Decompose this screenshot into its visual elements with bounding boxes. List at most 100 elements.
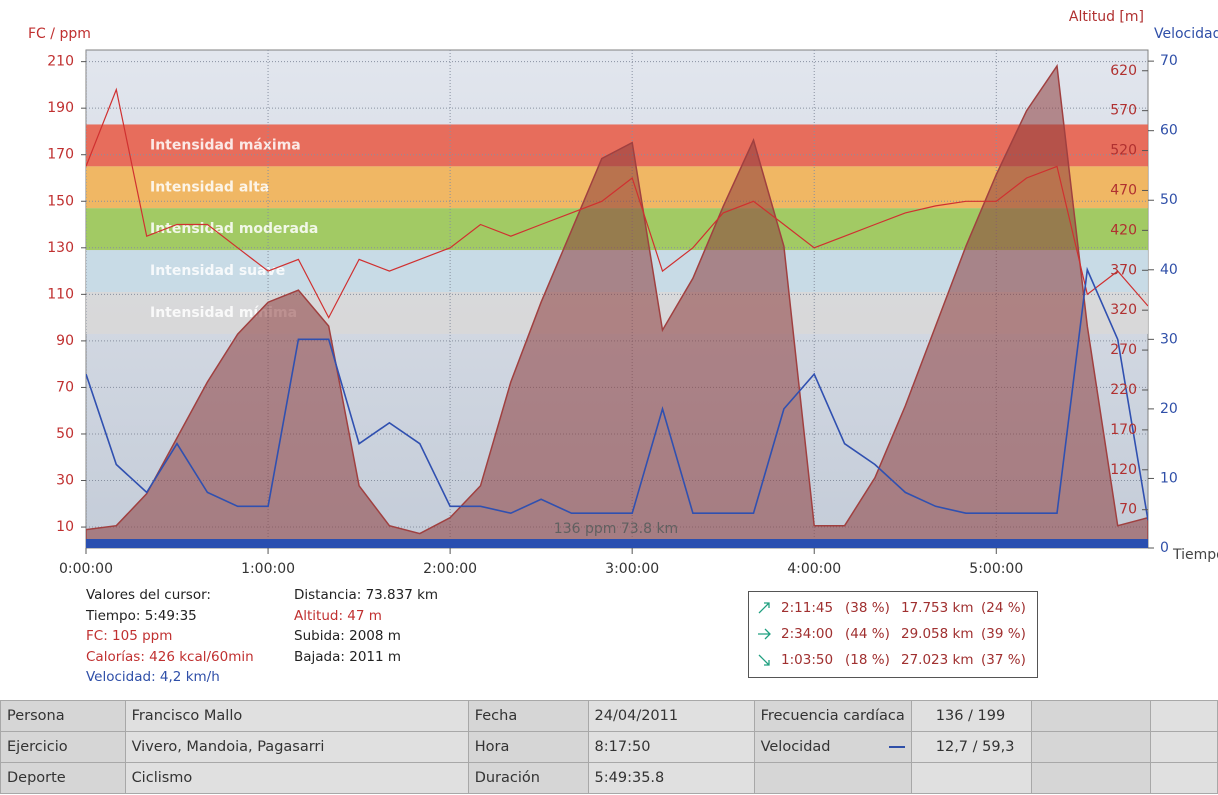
summary-value: 27.023 km — [901, 652, 974, 668]
cursor-value: Tiempo: 5:49:35 — [86, 607, 197, 624]
table-cell — [1150, 762, 1218, 794]
y-axis-label: FC / ppm — [28, 26, 91, 42]
cursor-title: Valores del cursor: — [86, 587, 211, 603]
table-value: Vivero, Mandoia, Pagasarri — [124, 731, 469, 763]
table-row: Persona Francisco Mallo Fecha 24/04/2011 Fre… — [0, 700, 1218, 732]
table-value: 24/04/2011 — [587, 700, 755, 732]
x-axis-label: Tiempo — [1172, 547, 1218, 563]
y2-tick-label: 270 — [1110, 342, 1137, 358]
summary-value: (39 %) — [981, 626, 1026, 642]
trend-arrow — [758, 628, 771, 640]
table-label: Ejercicio — [0, 731, 126, 763]
x-tick-label: 2:00:00 — [423, 561, 477, 577]
table-cell — [1150, 700, 1218, 732]
legend-swatch — [888, 746, 905, 748]
table-row: Deporte Ciclismo Duración 5:49:35.8 — [0, 762, 1218, 794]
y-tick-label: 210 — [47, 54, 74, 70]
zone-label: Intensidad suave — [150, 263, 285, 279]
table-value: 12,7 / 59,3 — [910, 731, 1033, 763]
y2-tick-label: 220 — [1110, 382, 1137, 398]
y2-axis-label: Altitud [m] — [1069, 9, 1144, 25]
summary-value: (37 %) — [981, 652, 1026, 668]
cursor-panel: Valores del cursor: Tiempo: 5:49:35 FC: … — [86, 585, 254, 688]
y-tick-label: 70 — [56, 379, 74, 395]
trend-arrow — [758, 602, 770, 614]
table-cell — [753, 762, 912, 794]
y2-tick-label: 520 — [1110, 143, 1137, 159]
table-value: 5:49:35.8 — [587, 762, 755, 794]
x-tick-label: 5:00:00 — [969, 561, 1023, 577]
chart: Intensidad máxima Intensidad alta Intensid… — [28, 9, 1218, 577]
table-row: Ejercicio Vivero, Mandoia, Pagasarri Hora 8… — [0, 731, 1218, 763]
table-label: Velocidad — [753, 731, 912, 763]
table-label: Hora — [467, 731, 589, 763]
cursor-value: Bajada: 2011 m — [294, 648, 402, 665]
y2-tick-label: 470 — [1110, 182, 1137, 198]
table-label: Deporte — [0, 762, 126, 794]
table-cell — [1150, 731, 1218, 763]
y2-tick-label: 370 — [1110, 262, 1137, 278]
y-tick-label: 90 — [56, 333, 74, 349]
table-value: 136 / 199 — [910, 700, 1033, 732]
cursor-value: Distancia: 73.837 km — [294, 587, 439, 603]
trend-icon — [758, 602, 770, 614]
summary-value: 29.058 km — [901, 626, 974, 642]
y2-tick-label: 570 — [1110, 103, 1137, 119]
y3-tick-label: 60 — [1160, 123, 1178, 139]
table-cell — [1031, 731, 1152, 763]
table-label: Fecha — [467, 700, 589, 732]
x-tick-label: 0:00:00 — [59, 561, 113, 577]
summary-box: 2:11:45 (38 %) 17.753 km (24 %) 2:34:00 (44 %… — [748, 591, 1038, 678]
trend-icon — [758, 628, 771, 640]
cursor-value: Calorías: 426 kcal/60min — [86, 648, 254, 665]
y2-tick-label: 620 — [1110, 63, 1137, 79]
trend-icon — [758, 654, 770, 666]
y2-tick-label: 120 — [1110, 462, 1137, 478]
heart-rate-line — [86, 87, 1148, 319]
y-tick-label: 50 — [56, 426, 74, 442]
y3-tick-label: 70 — [1160, 53, 1178, 69]
y-tick-label: 170 — [47, 147, 74, 163]
y3-tick-label: 30 — [1160, 331, 1178, 347]
x-tick-label: 4:00:00 — [787, 561, 841, 577]
y-tick-label: 150 — [47, 193, 74, 209]
summary-value: (18 %) — [845, 652, 890, 668]
zone-label: Intensidad moderada — [150, 221, 318, 237]
summary-value: 2:11:45 — [781, 600, 834, 616]
trend-arrow — [758, 654, 770, 666]
summary-value: 17.753 km — [901, 600, 974, 616]
altitude-area — [86, 63, 1148, 548]
table-label: Frecuencia cardíaca — [753, 700, 912, 732]
time-bar — [86, 539, 1148, 548]
table-value: 8:17:50 — [587, 731, 755, 763]
cursor-value: Subida: 2008 m — [294, 628, 401, 644]
annotation: 136 ppm 73.8 km — [554, 521, 678, 537]
table-value: Francisco Mallo — [124, 700, 469, 732]
y-tick-label: 30 — [56, 473, 74, 489]
y-tick-label: 110 — [47, 286, 74, 302]
summary-value: 2:34:00 — [781, 626, 834, 642]
y2-tick-label: 170 — [1110, 422, 1137, 438]
y-tick-label: 190 — [47, 100, 74, 116]
speed-line — [86, 266, 1148, 521]
y3-tick-label: 0 — [1160, 540, 1169, 556]
zone-label: Intensidad alta — [150, 179, 269, 195]
y2-tick-label: 420 — [1110, 222, 1137, 238]
plot: Intensidad máxima Intensidad alta Intensid… — [86, 50, 1148, 548]
summary-value: (44 %) — [845, 626, 890, 642]
cursor-value: Velocidad: 4,2 km/h — [86, 669, 220, 685]
cursor-panel: Distancia: 73.837 km Altitud: 47 m Subid… — [294, 585, 438, 667]
y3-tick-label: 20 — [1160, 401, 1178, 417]
cursor-value: Altitud: 47 m — [294, 607, 382, 624]
y3-tick-label: 50 — [1160, 192, 1178, 208]
table-value: Ciclismo — [124, 762, 469, 794]
y3-axis-label: Velocidad — [1154, 26, 1218, 42]
table-label: Duración — [467, 762, 589, 794]
info-table: Persona Francisco Mallo Fecha 24/04/2011 Fre… — [0, 700, 1218, 794]
y3-tick-label: 10 — [1160, 470, 1178, 486]
x-tick-label: 1:00:00 — [241, 561, 295, 577]
y2-tick-label: 320 — [1110, 302, 1137, 318]
y-tick-label: 130 — [47, 240, 74, 256]
table-cell — [1031, 762, 1152, 794]
